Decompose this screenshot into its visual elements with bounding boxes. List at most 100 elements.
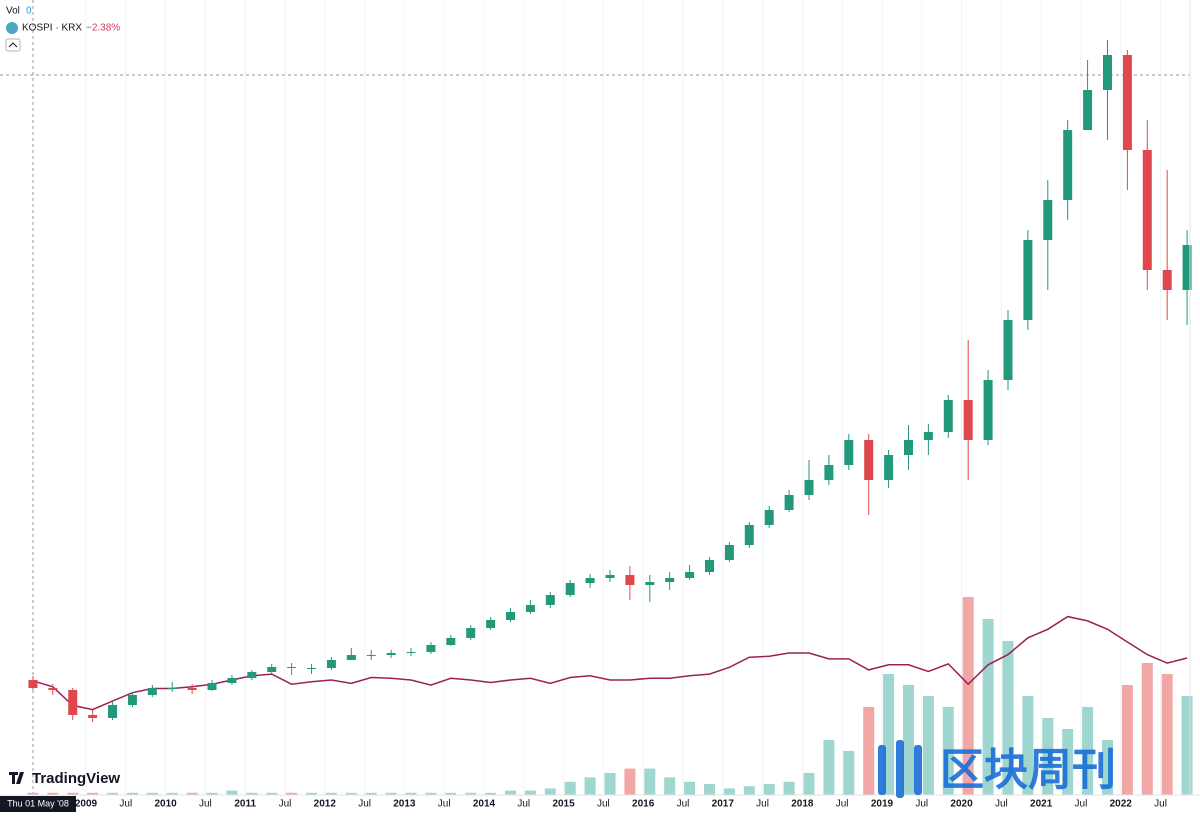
candle-body [1182,245,1192,290]
volume-bar [1141,663,1153,795]
candle-body [943,400,953,432]
candle-body [645,582,655,585]
candle-body [68,690,78,715]
x-tick-label: Jul [915,799,928,810]
x-tick-label: Jul [358,799,371,810]
candle-body [625,575,635,585]
candle-body [605,575,615,578]
volume-bar [962,597,974,795]
volume-bar [624,768,636,795]
x-tick-label: 2016 [632,799,655,810]
volume-bar [604,773,616,795]
volume-bar [922,696,934,795]
candle-body [1083,90,1093,130]
volume-bar [246,792,258,795]
volume-bar [126,792,138,795]
volume-bar [425,792,437,795]
volume-bar [1022,696,1034,795]
candle-body [1003,320,1013,380]
candle-body [983,380,993,440]
volume-bar [385,792,397,795]
volume-bar [902,685,914,795]
volume-bar [1161,674,1173,795]
brand: TradingView [32,770,120,787]
candle-body [1102,55,1112,90]
compare-legend: KOSPI · KRX [22,23,82,34]
volume-bar [1042,718,1054,795]
x-tick-label: 2022 [1110,799,1133,810]
x-tick-label: Jul [279,799,292,810]
volume-bar [783,781,795,795]
candle-body [844,440,854,465]
candle-body [923,432,933,440]
candle-body [227,678,237,683]
crosshair-label: Thu 01 May '08 [7,798,69,808]
volume-bar [206,792,218,795]
volume-bar [226,790,238,795]
x-tick-label: Jul [517,799,530,810]
watermark-logo [914,745,922,795]
crosshair-label-box [0,796,76,812]
symbol-icon [6,22,18,34]
x-tick-label: Jul [1154,799,1167,810]
volume-bar [365,792,377,795]
x-tick-label: Jul [119,799,132,810]
candle-body [167,688,177,689]
volume-bar [306,792,318,795]
volume-bar [146,792,158,795]
x-tick-label: Jul [756,799,769,810]
volume-bar [485,792,497,795]
x-tick-label: 2012 [314,799,337,810]
volume-bar [743,786,755,795]
x-tick-label: 2018 [791,799,814,810]
volume-bar [325,792,337,795]
compare-line [32,615,1188,711]
candle-body [187,688,197,690]
candle-body [127,695,137,705]
x-tick-label: 2010 [154,799,177,810]
candle-body [585,578,595,583]
candle-body [1122,55,1132,150]
x-tick-label: 2011 [234,799,256,810]
candle-body [147,688,157,695]
volume-bar [704,784,716,795]
candle-body [1023,240,1033,320]
candle-body [307,668,317,669]
watermark-logo [878,745,886,795]
candle-body [406,652,416,653]
watermark-logo [896,740,904,798]
x-tick-label: Jul [438,799,451,810]
volume-bar [843,751,855,795]
volume-bar [524,790,536,795]
x-tick-label: Jul [995,799,1008,810]
candle-body [784,495,794,510]
volume-bar [763,784,775,795]
candle-body [48,688,58,690]
candle-body [963,400,973,440]
volume-bar [544,788,556,795]
candle-body [486,620,496,628]
volume-bar [107,792,119,795]
x-tick-label: 2020 [950,799,973,810]
candle-body [744,525,754,545]
candle-body [1162,270,1172,290]
candle-body [506,612,516,620]
candle-body [1142,150,1152,270]
volume-bar [723,788,735,795]
candle-body [28,680,38,688]
volume-legend-value: 0 [26,6,32,17]
x-tick-label: 2019 [871,799,894,810]
time-axis: 2009 Jul 2010 Jul 2011 Jul 2012 Jul 2013 Jul 2014 J… [75,799,1167,810]
candle-body [88,715,98,718]
candle-body [346,655,356,660]
x-tick-label: Jul [1075,799,1088,810]
compare-change: −2.38% [86,23,120,34]
x-tick-label: Jul [836,799,849,810]
candle-body [466,628,476,638]
volume-bar [1062,729,1074,795]
collapse-button[interactable] [5,38,21,52]
candle-body [267,667,277,672]
candle-body [864,440,874,480]
